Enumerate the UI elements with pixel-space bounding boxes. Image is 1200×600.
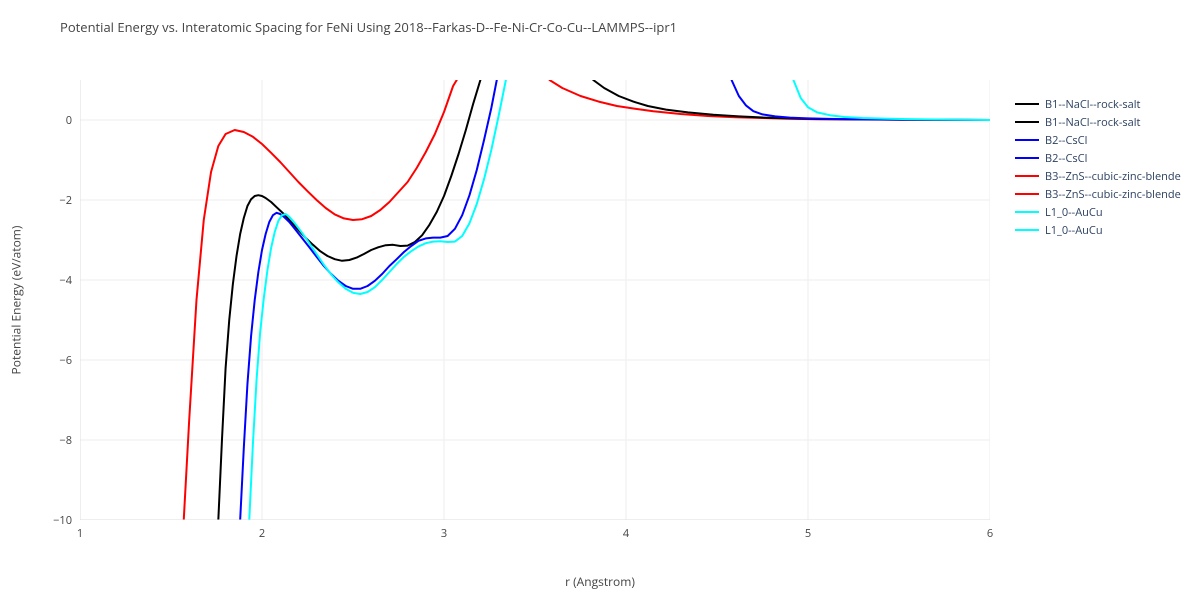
plot-svg xyxy=(80,80,990,520)
legend-label: B2--CsCl xyxy=(1045,133,1087,148)
series-line[interactable] xyxy=(218,80,480,520)
legend-swatch xyxy=(1015,211,1039,213)
x-tick-label: 1 xyxy=(70,526,90,541)
series-line[interactable] xyxy=(793,80,990,120)
legend-label: B1--NaCl--rock-salt xyxy=(1045,97,1140,112)
legend-item[interactable]: B1--NaCl--rock-salt xyxy=(1015,95,1181,113)
x-tick-label: 6 xyxy=(980,526,1000,541)
legend-swatch xyxy=(1015,103,1039,105)
x-axis-label: r (Angstrom) xyxy=(0,573,1200,590)
legend-item[interactable]: B3--ZnS--cubic-zinc-blende xyxy=(1015,167,1181,185)
chart-container: Potential Energy vs. Interatomic Spacing… xyxy=(0,0,1200,600)
y-tick-label: −6 xyxy=(59,353,72,368)
y-axis-label: Potential Energy (eV/atom) xyxy=(8,226,25,375)
legend-swatch xyxy=(1015,193,1039,195)
y-tick-label: −2 xyxy=(59,193,72,208)
x-tick-label: 4 xyxy=(616,526,636,541)
plot-area[interactable] xyxy=(80,80,990,520)
legend-label: B3--ZnS--cubic-zinc-blende xyxy=(1045,187,1181,202)
legend-swatch xyxy=(1015,157,1039,159)
legend-item[interactable]: B1--NaCl--rock-salt xyxy=(1015,113,1181,131)
legend-swatch xyxy=(1015,229,1039,231)
series-line[interactable] xyxy=(249,80,506,520)
x-tick-label: 2 xyxy=(252,526,272,541)
series-line[interactable] xyxy=(550,80,990,120)
legend-item[interactable]: B2--CsCl xyxy=(1015,149,1181,167)
legend-swatch xyxy=(1015,139,1039,141)
series-line[interactable] xyxy=(732,80,990,120)
legend-swatch xyxy=(1015,121,1039,123)
legend-item[interactable]: B3--ZnS--cubic-zinc-blende xyxy=(1015,185,1181,203)
legend-swatch xyxy=(1015,175,1039,177)
series-line[interactable] xyxy=(240,80,497,520)
legend-item[interactable]: B2--CsCl xyxy=(1015,131,1181,149)
y-tick-label: −4 xyxy=(59,273,72,288)
legend-item[interactable]: L1_0--AuCu xyxy=(1015,221,1181,239)
legend-label: B2--CsCl xyxy=(1045,151,1087,166)
legend-label: L1_0--AuCu xyxy=(1045,223,1103,238)
series-line[interactable] xyxy=(593,80,990,120)
legend-label: B3--ZnS--cubic-zinc-blende xyxy=(1045,169,1181,184)
y-tick-label: 0 xyxy=(66,113,72,128)
legend-label: B1--NaCl--rock-salt xyxy=(1045,115,1140,130)
legend-label: L1_0--AuCu xyxy=(1045,205,1103,220)
chart-title: Potential Energy vs. Interatomic Spacing… xyxy=(60,18,677,36)
series-line[interactable] xyxy=(184,80,457,520)
legend[interactable]: B1--NaCl--rock-salt B1--NaCl--rock-salt B2… xyxy=(1015,95,1181,239)
x-tick-label: 5 xyxy=(798,526,818,541)
legend-item[interactable]: L1_0--AuCu xyxy=(1015,203,1181,221)
y-tick-label: −8 xyxy=(59,433,72,448)
x-tick-label: 3 xyxy=(434,526,454,541)
